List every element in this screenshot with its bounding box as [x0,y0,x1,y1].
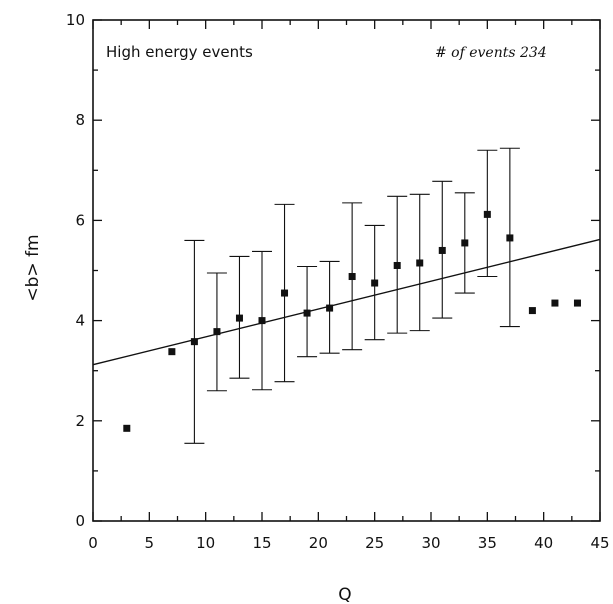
data-point [281,289,289,297]
y-axis-title: <b> fm [23,234,43,301]
data-point [506,234,514,242]
data-point [326,304,334,312]
x-tick-label: 10 [196,534,215,552]
fit-line-layer [92,238,601,366]
x-tick-label: 30 [421,534,440,552]
fit-line [92,238,601,366]
data-point [573,299,581,307]
tick-labels: 0 5 10 15 20 25 30 35 40 45 0 2 4 6 8 10 [66,11,610,552]
data-point [461,239,469,247]
data-point [551,299,559,307]
y-tick-label: 10 [66,11,85,29]
y-tick-label: 4 [75,312,85,330]
data-point [371,279,379,287]
data-point [348,273,356,281]
x-axis-title: Q [338,585,351,604]
x-tick-label: 20 [309,534,328,552]
y-tick-label: 6 [75,211,85,229]
x-tick-label: 0 [88,534,98,552]
data-point [416,259,424,267]
data-point [123,424,131,432]
x-tick-label: 5 [145,534,155,552]
data-points [123,210,581,432]
y-tick-label: 8 [75,111,85,129]
x-tick-label: 45 [590,534,609,552]
data-point [190,338,198,346]
data-point [213,328,221,336]
data-point [235,314,243,322]
x-tick-label: 25 [365,534,384,552]
data-point [168,348,176,356]
y-tick-label: 2 [75,412,85,430]
data-point [483,210,491,218]
annotation-left: High energy events [106,43,253,61]
data-point [303,309,311,317]
axes [92,19,601,522]
x-tick-label: 15 [252,534,271,552]
data-point [393,261,401,269]
error-bars [184,147,520,444]
annotation-right: # of events 234 [435,45,547,61]
data-point [258,317,266,325]
y-tick-label: 0 [75,512,85,530]
x-tick-label: 35 [478,534,497,552]
data-point [438,246,446,254]
plot-frame [92,19,601,522]
x-tick-label: 40 [534,534,553,552]
data-point [528,307,536,315]
